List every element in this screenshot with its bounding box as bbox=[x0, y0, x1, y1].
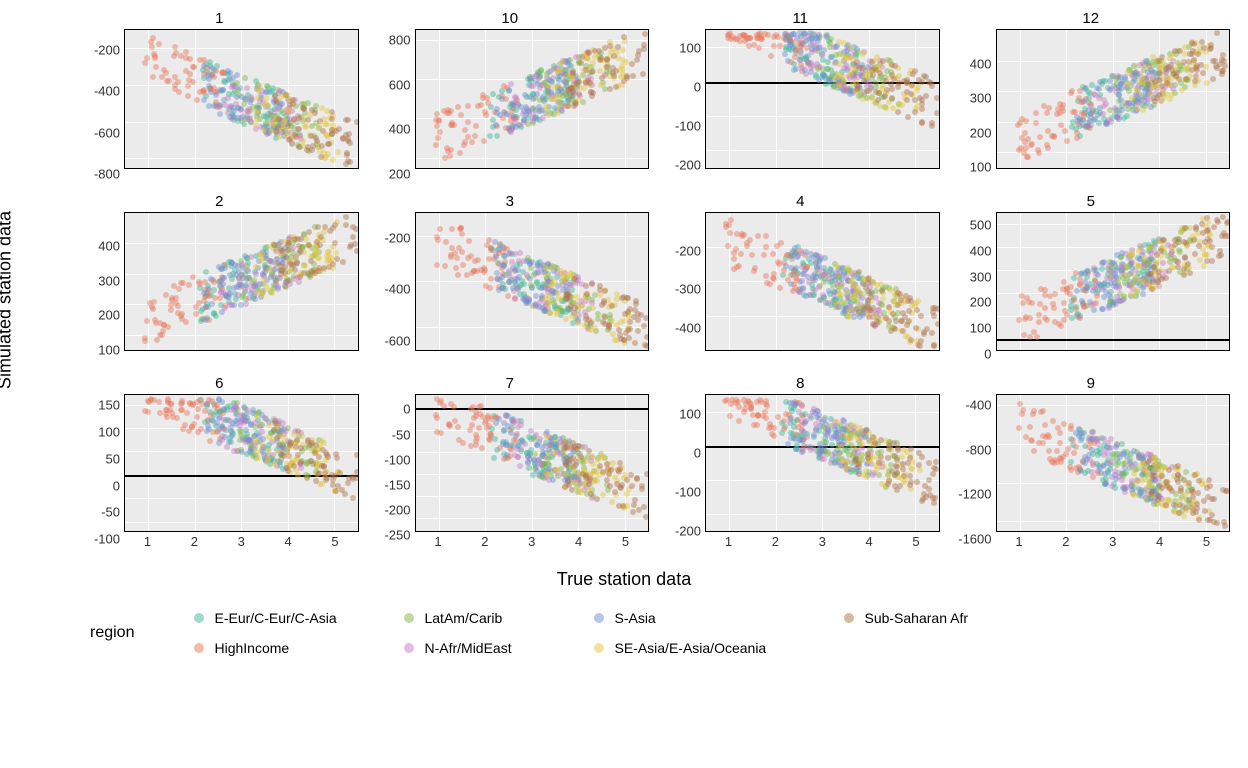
legend-swatch bbox=[194, 613, 204, 623]
y-ticks: -200-400-600-800 bbox=[80, 29, 124, 185]
y-ticks: 1000-100-200 bbox=[661, 394, 705, 550]
legend-label: LatAm/Carib bbox=[424, 610, 502, 626]
scatter-plot bbox=[705, 212, 940, 352]
y-ticks: -200-400-600 bbox=[371, 212, 415, 368]
legend-swatch bbox=[844, 613, 854, 623]
panel-title: 6 bbox=[80, 375, 359, 392]
legend-item: Sub-Saharan Afr bbox=[844, 610, 1044, 626]
scatter-plot bbox=[415, 394, 650, 532]
y-ticks: 5004003002001000 bbox=[952, 212, 996, 368]
panel-title: 11 bbox=[661, 10, 940, 27]
legend-swatch bbox=[594, 643, 604, 653]
legend-swatch bbox=[594, 613, 604, 623]
panel-title: 3 bbox=[371, 193, 650, 210]
panel-title: 5 bbox=[952, 193, 1231, 210]
legend-item: SE-Asia/E-Asia/Oceania bbox=[594, 640, 824, 656]
legend-swatch bbox=[404, 613, 414, 623]
y-ticks: -400-800-1200-1600 bbox=[952, 394, 996, 550]
scatter-plot bbox=[996, 29, 1231, 169]
panel-9: 9 -400-800-1200-160012345 bbox=[952, 375, 1231, 550]
legend-item: HighIncome bbox=[194, 640, 384, 656]
y-ticks: -200-300-400 bbox=[661, 212, 705, 368]
panel-1: 1 -200-400-600-800 bbox=[80, 10, 359, 185]
y-ticks: 800600400200 bbox=[371, 29, 415, 185]
panel-title: 1 bbox=[80, 10, 359, 27]
panel-title: 10 bbox=[371, 10, 650, 27]
scatter-plot bbox=[124, 212, 359, 352]
panel-title: 2 bbox=[80, 193, 359, 210]
x-ticks: 12345 bbox=[996, 532, 1231, 550]
x-ticks: 12345 bbox=[705, 532, 940, 550]
legend-item: E-Eur/C-Eur/C-Asia bbox=[194, 610, 384, 626]
scatter-plot bbox=[996, 212, 1231, 352]
panel-7: 7 0-50-100-150-200-25012345 bbox=[371, 375, 650, 550]
x-axis-label: True station data bbox=[557, 569, 691, 590]
panel-title: 8 bbox=[661, 375, 940, 392]
scatter-plot bbox=[415, 29, 650, 169]
panel-3: 3 -200-400-600 bbox=[371, 193, 650, 368]
legend-label: Sub-Saharan Afr bbox=[864, 610, 968, 626]
x-ticks: 12345 bbox=[415, 532, 650, 550]
scatter-plot bbox=[415, 212, 650, 352]
panel-11: 11 1000-100-200 bbox=[661, 10, 940, 185]
panel-title: 7 bbox=[371, 375, 650, 392]
facet-scatter-chart: Simulated station data 1-200-400-600-800… bbox=[10, 10, 1238, 590]
legend-item: S-Asia bbox=[594, 610, 824, 626]
legend-swatch bbox=[404, 643, 414, 653]
legend-title: region bbox=[90, 624, 134, 642]
panel-12: 12 400300200100 bbox=[952, 10, 1231, 185]
legend-label: N-Afr/MidEast bbox=[424, 640, 511, 656]
panel-5: 5 5004003002001000 bbox=[952, 193, 1231, 368]
y-ticks: 400300200100 bbox=[80, 212, 124, 368]
panel-grid: 1 -200-400-600-800 10 800600400200 11 1000-10… bbox=[80, 10, 1230, 550]
scatter-plot bbox=[124, 394, 359, 532]
legend-swatch bbox=[194, 643, 204, 653]
y-ticks: 1000-100-200 bbox=[661, 29, 705, 185]
legend-label: SE-Asia/E-Asia/Oceania bbox=[614, 640, 766, 656]
scatter-plot bbox=[705, 394, 940, 532]
panel-title: 9 bbox=[952, 375, 1231, 392]
legend-item: N-Afr/MidEast bbox=[404, 640, 574, 656]
panel-2: 2 400300200100 bbox=[80, 193, 359, 368]
scatter-plot bbox=[996, 394, 1231, 532]
legend: region E-Eur/C-Eur/C-Asia LatAm/Carib S-As… bbox=[10, 610, 1238, 656]
panel-10: 10 800600400200 bbox=[371, 10, 650, 185]
scatter-plot bbox=[124, 29, 359, 169]
panel-title: 12 bbox=[952, 10, 1231, 27]
panel-4: 4 -200-300-400 bbox=[661, 193, 940, 368]
panel-8: 8 1000-100-20012345 bbox=[661, 375, 940, 550]
legend-label: S-Asia bbox=[614, 610, 655, 626]
y-axis-label: Simulated station data bbox=[0, 211, 16, 389]
legend-label: HighIncome bbox=[214, 640, 289, 656]
y-ticks: 0-50-100-150-200-250 bbox=[371, 394, 415, 550]
panel-title: 4 bbox=[661, 193, 940, 210]
x-ticks: 12345 bbox=[124, 532, 359, 550]
panel-6: 6 150100500-50-10012345 bbox=[80, 375, 359, 550]
y-ticks: 400300200100 bbox=[952, 29, 996, 185]
y-ticks: 150100500-50-100 bbox=[80, 394, 124, 550]
legend-item: LatAm/Carib bbox=[404, 610, 574, 626]
scatter-plot bbox=[705, 29, 940, 169]
legend-items: E-Eur/C-Eur/C-Asia LatAm/Carib S-Asia Sub-S… bbox=[194, 610, 1044, 656]
legend-label: E-Eur/C-Eur/C-Asia bbox=[214, 610, 336, 626]
